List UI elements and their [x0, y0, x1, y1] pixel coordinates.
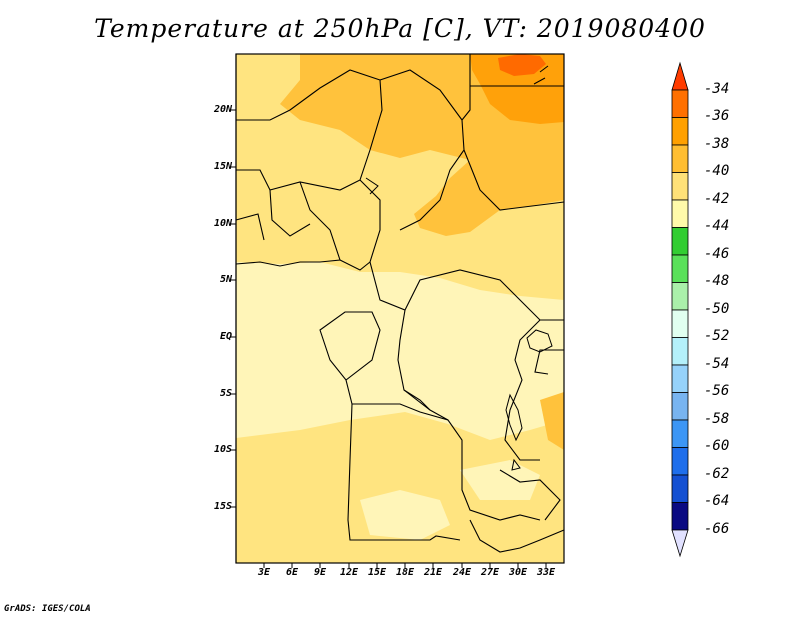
temperature-region-42-pocket-1 — [360, 490, 450, 540]
temperature-region-38-south — [540, 392, 564, 450]
legend-label: -56 — [704, 383, 730, 399]
lon-label: 33E — [536, 567, 556, 578]
legend-label: -44 — [704, 218, 730, 234]
legend-label: -64 — [704, 493, 730, 509]
temperature-region-34 — [498, 54, 546, 76]
lat-label: 15S — [213, 501, 232, 512]
legend-swatch — [671, 117, 689, 146]
legend-swatch — [671, 227, 689, 256]
legend-swatch — [671, 199, 689, 228]
lon-label: 21E — [423, 567, 443, 578]
legend-swatch — [671, 282, 689, 311]
map-frame — [235, 53, 565, 564]
lat-ticks — [231, 109, 236, 508]
lat-label: 15N — [213, 161, 232, 172]
legend-swatch — [671, 392, 689, 421]
lon-label: 9E — [313, 567, 327, 578]
legend-swatch — [671, 419, 689, 448]
legend-label: -62 — [704, 466, 730, 482]
legend-label: -52 — [704, 328, 730, 344]
legend-label: -46 — [704, 246, 730, 262]
legend-label: -48 — [704, 273, 730, 289]
legend-swatch-under — [671, 529, 689, 558]
lat-label: 10N — [213, 218, 232, 229]
credit-text: GrADS: IGES/COLA — [4, 604, 91, 614]
lon-label: 30E — [508, 567, 528, 578]
legend-swatch — [671, 172, 689, 201]
legend-swatch — [671, 447, 689, 476]
legend-label: -60 — [704, 438, 730, 454]
legend-label: -50 — [704, 301, 730, 317]
legend-label: -66 — [704, 521, 730, 537]
lat-label: 20N — [213, 104, 232, 115]
temperature-region-40-south — [236, 412, 564, 563]
lon-label: 15E — [367, 567, 387, 578]
lat-label: EQ — [219, 331, 232, 342]
map-title: Temperature at 250hPa [C], VT: 201908040… — [94, 14, 706, 43]
legend-swatch — [671, 474, 689, 503]
legend-swatch — [671, 309, 689, 338]
legend-swatch — [671, 254, 689, 283]
legend-label: -40 — [704, 163, 730, 179]
legend-swatch — [671, 364, 689, 393]
legend-colorbar — [671, 61, 689, 558]
lon-label: 18E — [395, 567, 415, 578]
legend-label: -54 — [704, 356, 730, 372]
legend-label: -42 — [704, 191, 730, 207]
lat-label: 5N — [219, 274, 232, 285]
legend-swatch-over — [671, 61, 689, 91]
lakes — [365, 65, 553, 471]
legend-swatch — [671, 89, 689, 118]
legend-swatch — [671, 502, 689, 531]
temperature-region-42-pocket-2 — [460, 460, 540, 500]
legend-label: -34 — [704, 81, 730, 97]
lat-label: 5S — [219, 388, 232, 399]
lat-label: 10S — [213, 444, 232, 455]
lon-ticks — [263, 563, 547, 568]
lon-label: 12E — [339, 567, 359, 578]
lon-label: 6E — [285, 567, 299, 578]
lon-label: 24E — [452, 567, 472, 578]
lon-label: 3E — [257, 567, 271, 578]
legend-label: -58 — [704, 411, 730, 427]
lon-label: 27E — [480, 567, 500, 578]
legend-label: -38 — [704, 136, 730, 152]
legend-swatch — [671, 337, 689, 366]
legend-label: -36 — [704, 108, 730, 124]
legend-swatch — [671, 144, 689, 173]
